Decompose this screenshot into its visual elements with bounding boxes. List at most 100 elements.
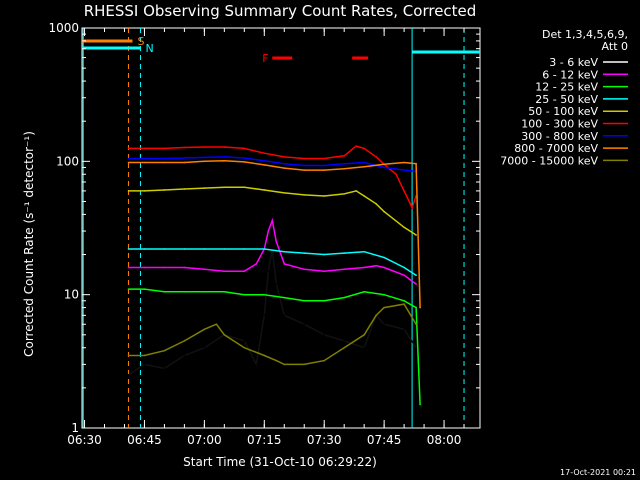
series-point xyxy=(363,266,365,269)
series-point xyxy=(323,253,326,256)
series-point xyxy=(403,328,405,331)
series-point xyxy=(183,248,186,250)
series-point xyxy=(243,270,246,272)
series-point xyxy=(383,293,385,296)
series-point xyxy=(323,334,326,336)
series-point xyxy=(403,266,405,269)
series-point xyxy=(163,157,166,160)
series-point xyxy=(383,210,385,213)
y-axis: 1 10 100 1000 xyxy=(48,21,480,435)
series-point xyxy=(419,403,421,406)
series-point xyxy=(303,299,306,302)
series-point xyxy=(343,155,345,157)
x-tick-label: 07:00 xyxy=(187,433,222,447)
series-point xyxy=(163,248,166,250)
series-point xyxy=(415,162,417,165)
series-line xyxy=(128,156,417,173)
y-tick-label: 1000 xyxy=(48,21,79,35)
series-point xyxy=(223,186,226,188)
series-point xyxy=(215,323,218,326)
y-axis-label: Corrected Count Rate (s⁻¹ detector⁻¹) xyxy=(22,131,36,357)
series-point xyxy=(127,190,130,192)
series-point xyxy=(263,314,266,317)
series-point xyxy=(183,161,186,164)
series-point xyxy=(395,173,397,176)
series-point xyxy=(303,252,306,254)
series-point xyxy=(243,186,246,188)
series-point xyxy=(343,162,345,165)
series-point xyxy=(363,291,365,293)
legend-entry-label: 50 - 100 keV xyxy=(528,105,598,118)
series-point xyxy=(127,354,130,357)
series-point xyxy=(383,306,385,309)
series-point xyxy=(383,256,385,259)
x-tick-label: 06:45 xyxy=(127,433,162,447)
x-tick-label: 07:30 xyxy=(307,433,342,447)
series-point xyxy=(275,240,278,243)
series-point xyxy=(283,314,286,317)
series-point xyxy=(203,268,206,271)
series-point xyxy=(183,340,186,342)
series-point xyxy=(415,306,417,309)
chart-title: RHESSI Observing Summary Count Rates, Co… xyxy=(84,2,477,20)
series-point xyxy=(203,248,206,250)
series-point xyxy=(163,266,166,269)
plot-area: SN F xyxy=(81,27,481,429)
series-point xyxy=(163,189,166,191)
series-point xyxy=(127,248,130,250)
series-point xyxy=(375,156,377,158)
legend-header: Att 0 xyxy=(602,40,628,53)
series-point xyxy=(355,145,357,147)
series-point xyxy=(143,248,146,250)
series-point xyxy=(275,359,278,362)
series-line xyxy=(128,303,417,366)
series-point xyxy=(255,363,258,366)
x-tick-label: 06:30 xyxy=(67,433,102,447)
series-point xyxy=(383,266,385,269)
series-point xyxy=(403,226,405,229)
series-point xyxy=(143,157,146,160)
series-point xyxy=(363,250,365,253)
series-point xyxy=(323,299,326,302)
series-point xyxy=(271,219,274,222)
series-point xyxy=(283,263,286,265)
y-tick-label: 10 xyxy=(64,288,79,302)
series-line xyxy=(128,186,417,236)
series-point xyxy=(303,323,306,326)
legend-entry-label: 800 - 7000 keV xyxy=(514,142,598,155)
series-point xyxy=(243,161,246,163)
series-point xyxy=(343,193,345,195)
series-point xyxy=(343,167,345,170)
x-axis-label: Start Time (31-Oct-10 06:29:22) xyxy=(183,455,377,469)
series-point xyxy=(127,161,130,164)
series-point xyxy=(267,230,270,232)
series-point xyxy=(263,354,266,357)
series-point xyxy=(263,248,266,250)
series-point xyxy=(243,346,246,349)
series-point xyxy=(243,293,246,296)
series-point xyxy=(415,323,417,326)
x-axis: 06:30 06:45 07:00 07:15 07:30 07:45 08:00 xyxy=(67,28,465,447)
x-tick-label: 07:15 xyxy=(247,433,282,447)
series-point xyxy=(203,346,206,349)
series-point xyxy=(283,156,286,158)
series-point xyxy=(223,334,226,336)
series-point xyxy=(203,187,206,189)
series-point xyxy=(223,291,226,293)
flag-label: N xyxy=(145,42,153,55)
series-point xyxy=(411,206,413,209)
legend-entry-label: 6 - 12 keV xyxy=(542,68,598,81)
series-point xyxy=(343,346,345,349)
series-point xyxy=(419,306,421,309)
series-point xyxy=(127,288,130,290)
series-point xyxy=(363,161,365,164)
series-point xyxy=(163,161,166,164)
series-point xyxy=(223,146,226,148)
series-point xyxy=(403,274,405,276)
series-point xyxy=(127,374,130,376)
series-point xyxy=(383,166,385,169)
legend-entry-label: 12 - 25 keV xyxy=(535,81,598,94)
series-point xyxy=(255,263,258,265)
series-point xyxy=(143,190,146,192)
